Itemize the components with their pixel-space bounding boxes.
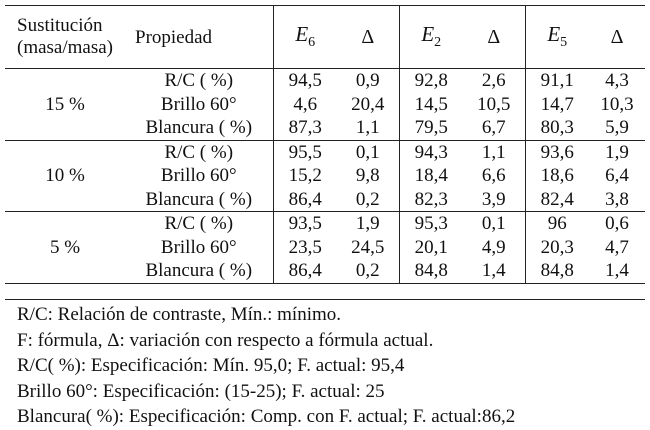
cell-e2: 20,1 (398, 235, 463, 259)
row-property: Brillo 60° (160, 93, 237, 115)
table-header-row: Sustitución (masa/masa) Propiedad E6 Δ E2… (5, 5, 645, 69)
cell-delta-1: 24,5 (351, 236, 385, 258)
cell-e6: 93,5 (272, 211, 337, 236)
cell-e2: 95,3 (398, 211, 463, 236)
header-delta-2: Δ (463, 5, 525, 69)
cell-delta-3: 4,7 (605, 236, 629, 258)
cell-delta-3: 5,9 (605, 117, 629, 139)
header-e6: E6 (272, 5, 337, 69)
header-e5: E5 (524, 5, 589, 69)
cell-delta-1: 0,1 (337, 139, 399, 164)
row-property: R/C ( %) (125, 68, 273, 93)
cell-delta-1: 0,2 (337, 259, 399, 284)
cell-delta-1: 0,9 (337, 68, 399, 93)
cell-e2: 94,3 (398, 139, 463, 164)
note-line: F: fórmula, Δ: variación con respecto a … (17, 329, 434, 351)
table-row: Blancura ( %) 87,3 1,1 79,5 6,7 80,3 5,9 (5, 116, 645, 140)
cell-delta-2: 6,7 (481, 117, 506, 139)
note-line: Brillo 60°: Especificación: (15-25); F. … (17, 380, 385, 402)
group-label: 5 % (5, 211, 125, 284)
table-row: Brillo 60° 15,2 9,8 18,4 6,6 18,6 6,4 (5, 164, 645, 188)
cell-e6: 87,3 (272, 116, 337, 140)
table-row: 10 % R/C ( %) 95,5 0,1 94,3 1,1 93,6 1,9 (5, 139, 645, 212)
row-property: Brillo 60° (160, 165, 237, 187)
header-e2: E2 (398, 5, 463, 69)
cell-delta-1: 0,2 (355, 188, 380, 210)
cell-e5: 18,6 (524, 164, 589, 188)
cell-e5: 20,3 (524, 235, 589, 259)
table-row: Brillo 60° 4,6 20,4 14,5 10,5 14,7 10,3 (5, 92, 645, 116)
cell-e5: 96 (524, 211, 589, 236)
cell-delta-2: 1,1 (463, 139, 525, 164)
table-row: Blancura ( %) 86,4 0,2 84,8 1,4 84,8 1,4 (5, 259, 645, 284)
row-property: Blancura ( %) (145, 188, 253, 210)
cell-delta-3: 0,6 (589, 211, 645, 236)
table-bottom-rule (5, 299, 645, 300)
table-row: 15 % R/C ( %) 94,5 0,9 92,8 2,6 91,1 4,3 (5, 68, 645, 140)
cell-delta-3: 1,4 (589, 259, 645, 284)
table-row: 5 % R/C ( %) 93,5 1,9 95,3 0,1 96 0,6 (5, 211, 645, 284)
table-row: Blancura ( %) 86,4 0,2 82,3 3,9 82,4 3,8 (5, 187, 645, 212)
cell-e2: 18,4 (398, 164, 463, 188)
cell-e6: 15,2 (272, 164, 337, 188)
cell-e6: 23,5 (272, 235, 337, 259)
cell-delta-1: 20,4 (351, 93, 385, 115)
cell-delta-3: 10,3 (600, 93, 634, 115)
cell-delta-2: 2,6 (463, 68, 525, 93)
row-property: R/C ( %) (125, 211, 273, 236)
cell-e2: 79,5 (398, 116, 463, 140)
header-delta-3: Δ (589, 5, 645, 69)
cell-e5: 14,7 (524, 92, 589, 116)
group-label: 15 % (5, 68, 125, 140)
cell-e6: 86,4 (272, 259, 337, 284)
cell-e2: 82,3 (398, 187, 463, 212)
cell-e5: 80,3 (524, 116, 589, 140)
cell-e5: 84,8 (524, 259, 589, 284)
cell-delta-1: 9,8 (355, 165, 380, 187)
cell-e6: 95,5 (272, 139, 337, 164)
group-label: 10 % (5, 139, 125, 212)
header-delta-1: Δ (337, 5, 399, 69)
cell-delta-2: 6,6 (481, 165, 506, 187)
cell-delta-3: 1,9 (589, 139, 645, 164)
cell-e5: 93,6 (524, 139, 589, 164)
note-line: R/C( %): Especificación: Mín. 95,0; F. a… (17, 355, 405, 376)
cell-e2: 92,8 (398, 68, 463, 93)
cell-e5: 82,4 (524, 187, 589, 212)
note-line: R/C: Relación de contraste, Mín.: mínimo… (17, 304, 342, 325)
cell-e2: 14,5 (398, 92, 463, 116)
table-notes: R/C: Relación de contraste, Mín.: mínimo… (17, 302, 642, 430)
cell-delta-2: 4,9 (481, 236, 506, 258)
results-table: Sustitución (masa/masa) Propiedad E6 Δ E2… (5, 5, 645, 284)
cell-e6: 4,6 (272, 92, 337, 116)
cell-delta-2: 1,4 (463, 259, 525, 284)
cell-delta-2: 0,1 (463, 211, 525, 236)
cell-e6: 86,4 (272, 187, 337, 212)
cell-delta-1: 1,1 (355, 117, 380, 139)
cell-delta-2: 3,9 (481, 188, 506, 210)
cell-delta-3: 4,3 (589, 68, 645, 93)
header-propiedad: Propiedad (125, 5, 273, 69)
table-row: Brillo 60° 23,5 24,5 20,1 4,9 20,3 4,7 (5, 235, 645, 259)
row-property: Blancura ( %) (145, 117, 253, 139)
cell-delta-3: 3,8 (605, 188, 629, 210)
header-sustitucion: Sustitución (masa/masa) (5, 5, 125, 69)
cell-delta-1: 1,9 (337, 211, 399, 236)
cell-e2: 84,8 (398, 259, 463, 284)
cell-e5: 91,1 (524, 68, 589, 93)
cell-e6: 94,5 (272, 68, 337, 93)
row-property: Brillo 60° (160, 236, 237, 258)
cell-delta-2: 10,5 (477, 93, 511, 115)
cell-delta-3: 6,4 (605, 165, 629, 187)
row-property: R/C ( %) (125, 139, 273, 164)
note-line: Blancura( %): Especificación: Comp. con … (17, 406, 516, 427)
row-property: Blancura ( %) (125, 259, 273, 284)
